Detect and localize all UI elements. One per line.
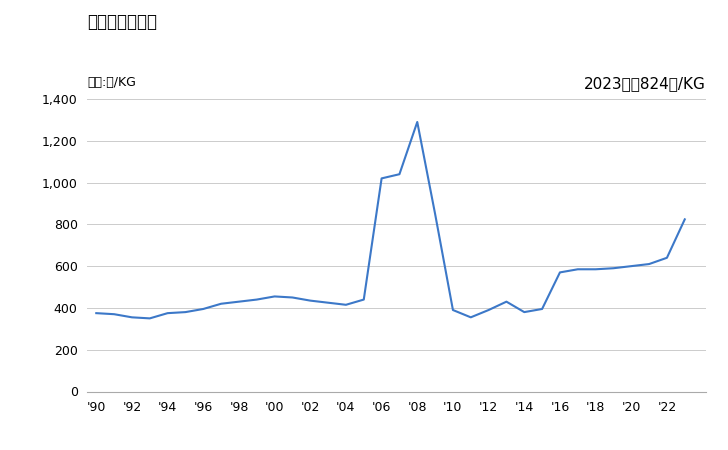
- Text: 輸出価格の推移: 輸出価格の推移: [87, 14, 157, 32]
- Text: 単位:円/KG: 単位:円/KG: [87, 76, 136, 90]
- Text: 2023年：824円/KG: 2023年：824円/KG: [585, 76, 706, 91]
